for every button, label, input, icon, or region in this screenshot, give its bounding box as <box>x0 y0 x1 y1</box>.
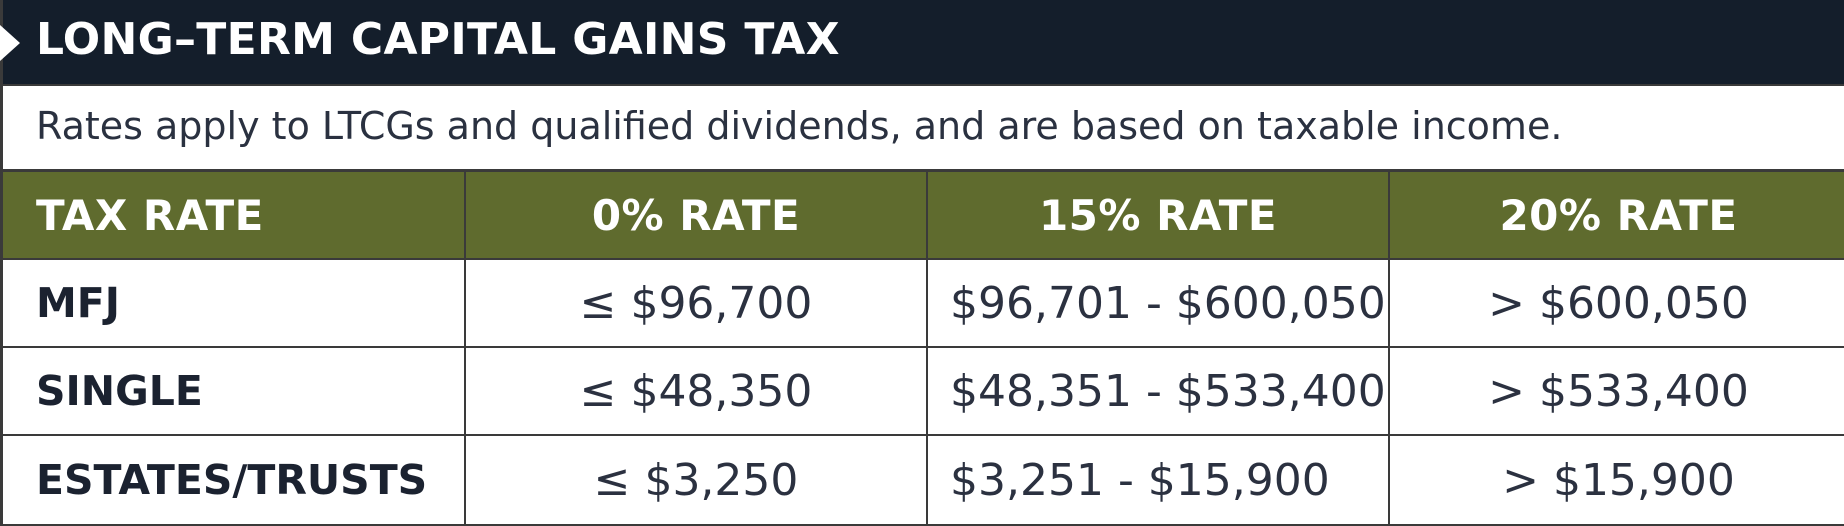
cell-20-rate: > $15,900 <box>1502 454 1735 506</box>
rates-table: TAX RATE 0% RATE 15% RATE 20% RATE MFJ ≤… <box>3 172 1844 524</box>
table-header-row: TAX RATE 0% RATE 15% RATE 20% RATE <box>3 172 1844 260</box>
subtitle-bar: Rates apply to LTCGs and qualified divid… <box>3 86 1844 172</box>
title-bar: LONG–TERM CAPITAL GAINS TAX <box>0 0 1844 86</box>
table-row: ESTATES/TRUSTS ≤ $3,250 $3,251 - $15,900… <box>3 436 1844 524</box>
page-title: LONG–TERM CAPITAL GAINS TAX <box>36 14 840 65</box>
cell-0-rate: ≤ $96,700 <box>466 260 928 346</box>
header-20-rate: 20% RATE <box>1499 190 1738 240</box>
table-row: SINGLE ≤ $48,350 $48,351 - $533,400 > $5… <box>3 348 1844 436</box>
header-tax-rate: TAX RATE <box>3 172 466 258</box>
cell-20-rate: > $533,400 <box>1488 365 1749 417</box>
cell-15-rate: $3,251 - $15,900 <box>928 436 1390 524</box>
cell-15-rate: $48,351 - $533,400 <box>928 348 1390 434</box>
row-label: MFJ <box>3 260 466 346</box>
cell-0-rate: ≤ $3,250 <box>466 436 928 524</box>
header-15-rate: 15% RATE <box>928 172 1390 258</box>
row-label: SINGLE <box>3 348 466 434</box>
cell-20-rate: > $600,050 <box>1488 277 1749 329</box>
cell-15-rate: $96,701 - $600,050 <box>928 260 1390 346</box>
table-row: MFJ ≤ $96,700 $96,701 - $600,050 > $600,… <box>3 260 1844 348</box>
cell-0-rate: ≤ $48,350 <box>466 348 928 434</box>
arrow-marker-icon <box>0 25 20 61</box>
header-0-rate: 0% RATE <box>466 172 928 258</box>
row-label: ESTATES/TRUSTS <box>3 436 466 524</box>
subtitle-text: Rates apply to LTCGs and qualified divid… <box>36 104 1563 148</box>
